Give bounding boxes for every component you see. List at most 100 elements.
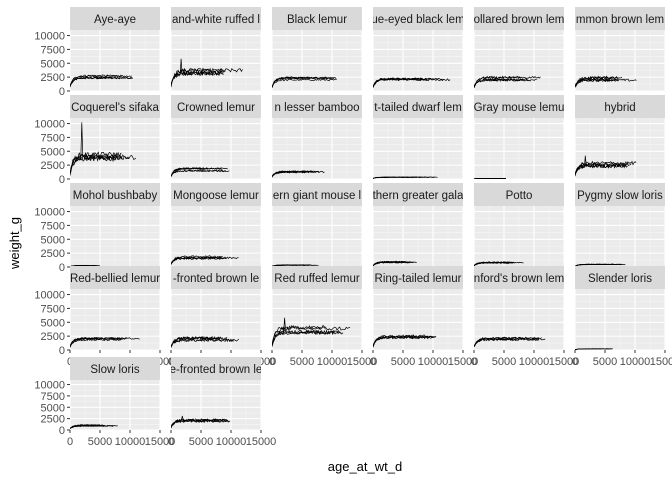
y-tick-label: 5000 [41, 146, 65, 158]
x-tick-label: 5000 [189, 436, 213, 448]
x-tick-label: 0 [67, 436, 73, 448]
series-line [575, 161, 632, 176]
facet-panel: t-tailed dwarf lem [372, 95, 464, 180]
x-tick-label: 15000 [347, 356, 378, 368]
y-tick-label: 10000 [34, 31, 65, 43]
series-line [171, 169, 226, 177]
x-tick-label: 5000 [391, 356, 415, 368]
x-tick-label: 0 [572, 356, 578, 368]
series-line [70, 74, 123, 87]
x-tick-label: 10000 [115, 436, 146, 448]
facet-panel: mmon brown lem [574, 7, 666, 92]
y-tick-label: 10000 [34, 119, 65, 131]
facet-strip-label: Red-bellied lemur [70, 273, 160, 285]
series-line [70, 425, 114, 430]
y-tick-label: 0 [59, 174, 65, 186]
y-tick-label: 5000 [41, 317, 65, 329]
facet-strip-label: t-tailed dwarf lem [374, 102, 462, 114]
facet-strip [171, 7, 261, 30]
y-tick-label: 5000 [41, 234, 65, 246]
y-tick-label: 0 [59, 262, 65, 274]
facet-strip [474, 95, 564, 118]
facet-panel: e-fronted brown le 0 5000 10000 15000 [168, 357, 276, 448]
facet-strip [70, 7, 160, 30]
facet-strip [474, 266, 564, 289]
y-tick-label: 7500 [41, 303, 65, 315]
facet-strip [373, 266, 463, 289]
facet-strip-label: Red ruffed lemur [274, 273, 360, 285]
series-line [272, 170, 310, 177]
facet-strip-label: -fronted brown le [173, 273, 259, 285]
series-line [474, 338, 520, 347]
facet-panel: ue-eyed black lem [372, 7, 464, 92]
series-line [272, 329, 341, 347]
facet-strip [272, 266, 362, 289]
facet-panel: hybrid [574, 95, 666, 180]
facet-strip [70, 266, 160, 289]
y-tick-label: 2500 [41, 160, 65, 172]
facet-strip [575, 95, 665, 118]
y-tick-label: 7500 [41, 220, 65, 232]
facet-strip [171, 357, 261, 380]
x-tick-label: 5000 [492, 356, 516, 368]
x-tick-label: 15000 [650, 356, 672, 368]
y-tick-label: 0 [59, 86, 65, 98]
series-line [171, 257, 227, 264]
facet-strip [70, 183, 160, 206]
facet-strip-label: n lesser bamboo [274, 102, 359, 114]
facet-panel: Gray mouse lemu [473, 95, 565, 180]
y-tick-label: 7500 [41, 44, 65, 56]
series-line [575, 163, 628, 175]
y-tick-label: 0 [59, 345, 65, 357]
series-line [171, 255, 223, 265]
x-tick-label: 15000 [448, 356, 479, 368]
series-line [373, 335, 431, 346]
facet-strip-label: Slender loris [588, 273, 652, 285]
series-line [272, 326, 351, 346]
facet-strip-label: ollared brown lem [474, 14, 565, 26]
series-line [474, 75, 541, 87]
facet-strip [171, 266, 261, 289]
series-line [373, 334, 434, 348]
x-tick-label: 10000 [620, 356, 651, 368]
y-tick-label: 2500 [41, 72, 65, 84]
series-line [171, 167, 228, 177]
x-tick-label: 0 [168, 436, 174, 448]
facet-panel: n lesser bamboo [271, 95, 363, 180]
series-line [373, 176, 417, 179]
facet-strip-label: Potto [506, 190, 533, 202]
x-tick-label: 5000 [290, 356, 314, 368]
facet-strip-label: Black lemur [287, 14, 347, 26]
x-tick-label: 10000 [519, 356, 550, 368]
facet-strip-label: thern greater gala [373, 190, 464, 202]
series-line [575, 263, 622, 267]
series-line [575, 348, 613, 350]
facet-panel: nford's brown lem 0 5000 10000 15000 [471, 266, 579, 368]
series-line [70, 151, 122, 174]
facet-strip-label: and-white ruffed l [172, 14, 260, 26]
x-tick-label: 15000 [145, 436, 176, 448]
y-tick-label: 5000 [41, 402, 65, 414]
facet-strip-label: Mohol bushbaby [73, 190, 158, 202]
x-tick-label: 10000 [216, 436, 247, 448]
facet-strip-label: Coquerel's sifaka [71, 102, 159, 114]
facet-panel: Red-bellied lemur02500500075001000005000… [34, 266, 175, 368]
series-line [272, 78, 337, 88]
facet-strip-label: Slow loris [90, 364, 139, 376]
series-line [474, 78, 530, 89]
y-tick-label: 5000 [41, 58, 65, 70]
y-tick-label: 2500 [41, 248, 65, 260]
facet-strip-label: nford's brown lem [474, 273, 564, 285]
facet-strip [272, 183, 362, 206]
series-line [373, 78, 451, 88]
facet-strip-label: Mongoose lemur [173, 190, 259, 202]
series-line [272, 76, 335, 88]
facet-panel: ollared brown lem [473, 7, 565, 92]
series-line [171, 336, 228, 348]
facet-strip [373, 183, 463, 206]
